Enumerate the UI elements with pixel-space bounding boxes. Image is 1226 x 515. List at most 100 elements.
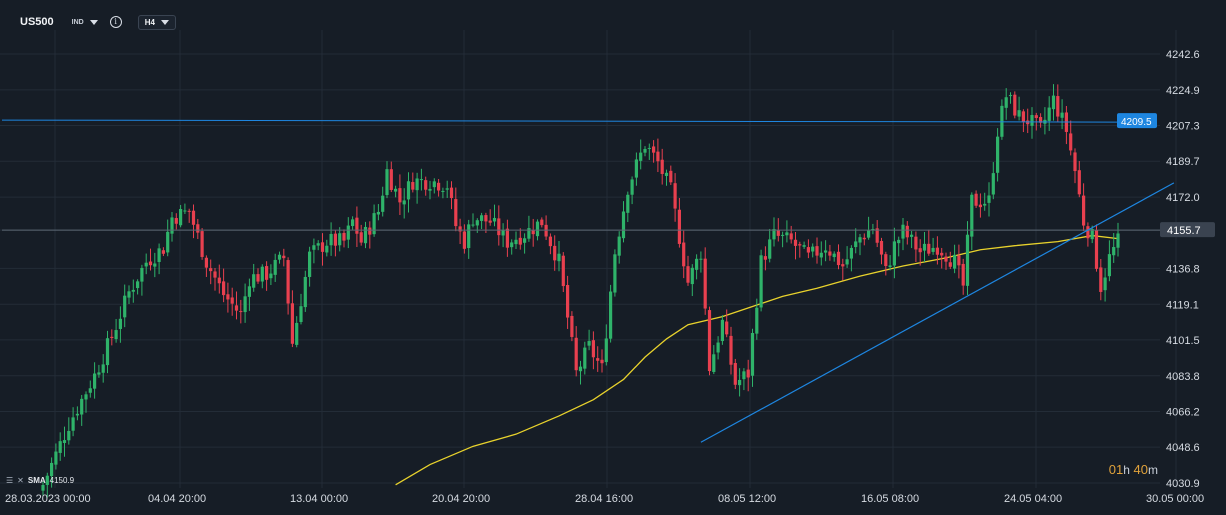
candle: [729, 326, 733, 375]
candle-body: [1107, 254, 1111, 277]
candle-body: [862, 237, 866, 240]
candle: [1112, 233, 1116, 263]
candle-body: [905, 225, 909, 238]
candle: [277, 251, 282, 264]
candle-body: [127, 291, 131, 298]
y-tick-label: 4136.8: [1166, 263, 1200, 275]
candle-body: [789, 233, 793, 240]
candle-body: [140, 267, 144, 282]
candle-body: [312, 245, 316, 250]
candle-body: [935, 247, 939, 255]
settings-icon[interactable]: ☰: [6, 476, 14, 485]
candle: [209, 259, 213, 285]
candle: [518, 228, 522, 250]
candle-body: [828, 251, 832, 256]
timeframe-chevron-down-icon: [160, 19, 169, 25]
candle-body: [957, 255, 961, 266]
candle-body: [965, 234, 970, 286]
candle-body: [1060, 112, 1064, 118]
candle-body: [544, 224, 548, 237]
candle: [389, 161, 393, 193]
candle: [1060, 99, 1064, 130]
candle-body: [518, 237, 522, 245]
y-tick-label: 4189.7: [1166, 156, 1200, 168]
candle: [428, 180, 432, 200]
candle: [93, 362, 97, 399]
candle-body: [105, 338, 110, 366]
candle: [1056, 84, 1060, 122]
exchange-label: IND: [71, 18, 84, 26]
candle: [445, 180, 449, 198]
candle: [247, 278, 251, 311]
x-tick-label: 04.04 20:00: [148, 493, 206, 505]
candle: [634, 152, 638, 186]
candle: [720, 315, 724, 345]
candle-body: [282, 255, 286, 259]
candle-body: [815, 246, 819, 256]
candle: [363, 221, 368, 249]
candle: [742, 368, 746, 391]
candle: [978, 193, 982, 218]
candle-body: [67, 430, 71, 441]
candle: [1107, 240, 1111, 282]
candle: [179, 204, 183, 228]
candle-body: [505, 228, 509, 248]
candle: [888, 255, 892, 271]
candle-body: [355, 217, 359, 234]
candle-body: [940, 252, 944, 256]
candle: [342, 229, 346, 248]
candle-body: [320, 242, 325, 252]
candle: [269, 264, 273, 286]
candle-body: [1047, 107, 1051, 121]
close-icon[interactable]: ✕: [17, 476, 24, 485]
candle-body: [914, 236, 918, 250]
candle: [355, 206, 359, 248]
candle-body: [153, 263, 157, 267]
candle: [45, 472, 49, 498]
candle: [961, 258, 965, 295]
candle: [385, 161, 389, 199]
candle: [798, 241, 802, 258]
candle-body: [45, 475, 49, 485]
symbol-dropdown-icon[interactable]: [89, 19, 98, 25]
candle-body: [824, 250, 828, 253]
resistance-line: [1, 119, 1119, 123]
candle: [802, 241, 806, 250]
candle: [750, 328, 755, 387]
candle: [359, 224, 363, 246]
candle-body: [161, 250, 165, 254]
candle-body: [978, 204, 982, 208]
info-icon[interactable]: i: [109, 16, 122, 28]
candle: [437, 178, 441, 197]
candle: [884, 251, 888, 276]
x-tick-label: 16.05 08:00: [861, 493, 919, 505]
symbol-label[interactable]: US500: [20, 16, 54, 28]
candle: [527, 215, 531, 242]
candle-body: [247, 286, 251, 297]
candle: [879, 237, 884, 265]
candle: [613, 249, 617, 297]
candle: [480, 212, 484, 230]
candle-body: [948, 262, 952, 267]
candle: [523, 233, 527, 254]
candle: [772, 217, 776, 247]
timeframe-selector[interactable]: H4: [137, 14, 176, 30]
candle-body: [501, 229, 505, 236]
candle: [1026, 108, 1030, 134]
candle-body: [351, 219, 355, 227]
candle: [41, 481, 45, 496]
chart-toolbar: US500 IND i H4: [20, 12, 176, 32]
candle: [828, 244, 832, 261]
candle: [566, 275, 570, 329]
candle-body: [1051, 95, 1056, 110]
candle-body: [157, 248, 161, 262]
candle: [531, 218, 535, 247]
candle-body: [725, 321, 729, 335]
candle-body: [256, 274, 260, 282]
candle: [148, 248, 153, 271]
candle: [983, 192, 987, 211]
candle: [561, 252, 565, 293]
candle-body: [849, 247, 853, 259]
candle-body: [664, 172, 669, 176]
